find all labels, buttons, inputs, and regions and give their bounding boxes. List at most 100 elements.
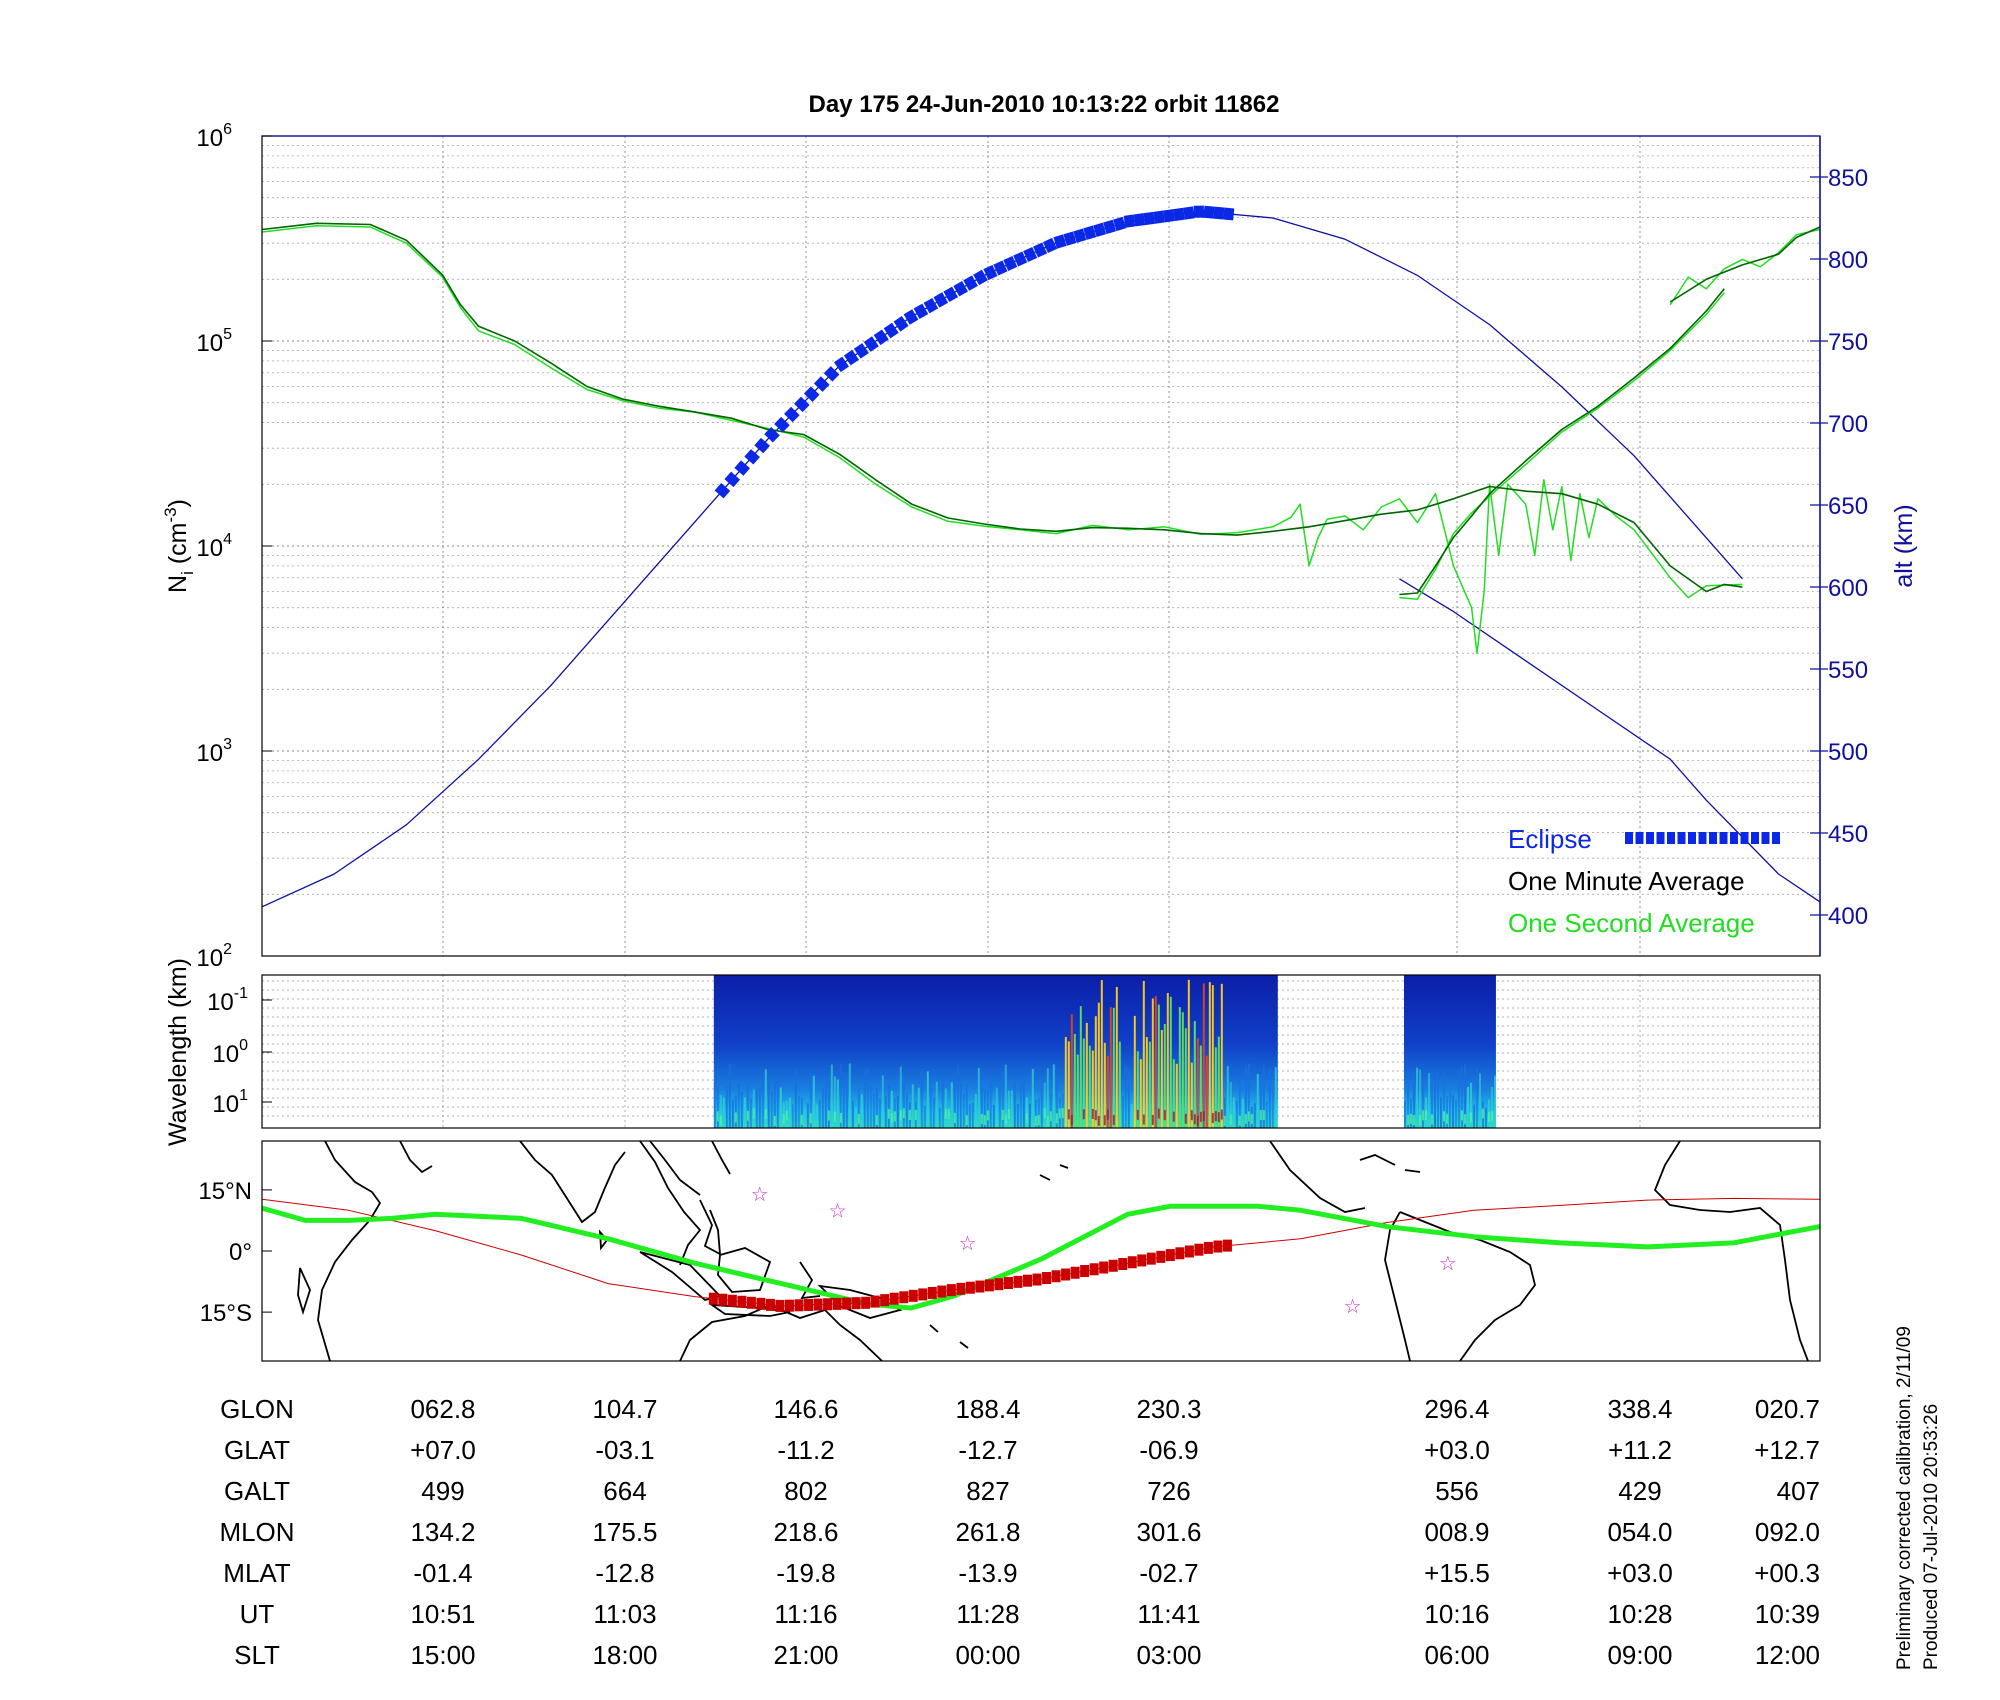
side-note-line2: Produced 07-Jul-2010 20:53:26 [1921,1404,1942,1670]
spec-column [746,1080,749,1128]
legend-eclipse-mark [1635,832,1644,844]
spec-column [1410,1098,1413,1128]
footprint-eclipse-mark [908,1289,918,1302]
table-row-label: MLAT [223,1558,291,1588]
eclipse-mark [883,322,899,339]
spec-low-band [875,1115,878,1126]
spec-column [1434,1073,1437,1128]
spec-low-band [1184,1113,1187,1124]
spec-column [743,1097,746,1128]
spec-low-band [1464,1114,1467,1125]
spec-column [1130,1104,1133,1128]
footprint-eclipse-mark [899,1291,909,1304]
spec-column [734,1095,737,1128]
spec-column [872,1093,875,1128]
spectrogram-data [713,975,1497,1128]
table-cell: 10:39 [1755,1599,1820,1629]
spec-column [1193,1021,1196,1128]
table-cell: 146.6 [773,1394,838,1424]
coast-arabia [399,1141,433,1174]
spec-low-band [1413,1115,1416,1126]
one-minute-line [1399,288,1725,596]
table-cell: 12:00 [1755,1640,1820,1670]
legend-one-minute-label: One Minute Average [1508,866,1745,896]
y-tick-label: 106 [196,121,232,152]
eclipse-mark [1213,206,1225,220]
spec-column [842,1072,845,1128]
table-row-label: MLON [219,1517,294,1547]
table-cell: 062.8 [410,1394,475,1424]
footprint-eclipse-mark [870,1295,880,1308]
table-cell: 10:16 [1424,1599,1489,1629]
spec-column [1494,1075,1497,1128]
footprint-eclipse-mark [937,1285,947,1298]
spec-low-band [782,1113,785,1124]
eclipse-mark [764,427,780,443]
y-tick-base: 10 [196,740,223,767]
spec-column [1082,1038,1085,1128]
spec-low-band [887,1108,890,1119]
spectrogram-y-label: Wavelength (km) [164,958,192,1146]
spec-column [1437,1070,1440,1128]
legend-eclipse-mark [1656,832,1665,844]
footprint-eclipse-mark [832,1297,842,1310]
spec-column [1265,1101,1268,1128]
footprint-eclipse-mark [889,1292,899,1305]
spec-column [1079,1006,1082,1128]
table-cell: +03.0 [1607,1558,1673,1588]
spec-column [1214,1047,1217,1128]
spec-column [1145,1037,1148,1128]
spec-low-band [1193,1114,1196,1125]
eclipse-mark [1133,213,1146,227]
table-cell: 054.0 [1607,1517,1672,1547]
spec-column [1271,1089,1274,1128]
spec-low-band [1482,1108,1485,1119]
footprint-eclipse-mark [1184,1245,1194,1258]
spec-column [1091,1050,1094,1128]
spec-column [1055,1077,1058,1128]
table-row-label: GLAT [224,1435,290,1465]
spec-column [1040,1086,1043,1128]
spec-low-band [1419,1114,1422,1125]
altitude-series [262,210,1820,908]
spec-column [923,1105,926,1128]
spec-column [1025,1097,1028,1128]
legend-eclipse-mark [1646,832,1654,844]
spec-low-band [1103,1115,1106,1126]
table-cell: 218.6 [773,1517,838,1547]
spec-column [1139,1059,1142,1128]
spec-column [1404,1101,1407,1128]
footprint-eclipse-mark [1023,1274,1033,1287]
spec-column [1446,1095,1449,1128]
spec-low-band [773,1115,776,1126]
footprint-eclipse-mark [975,1280,985,1293]
eclipse-mark [1143,211,1156,226]
eclipse-mark [803,386,820,402]
footprint-eclipse-mark [756,1297,766,1310]
table-cell: 21:00 [773,1640,838,1670]
eclipse-mark [1073,228,1087,243]
spec-low-band [827,1110,830,1121]
spec-column [794,1070,797,1128]
table-cell: +12.7 [1754,1435,1820,1465]
spec-low-band [1217,1112,1220,1123]
y-tick-label: 104 [196,531,232,562]
eclipse-mark [1123,214,1136,228]
legend-eclipse-mark [1709,832,1717,844]
footprint-eclipse-mark [765,1298,775,1311]
spec-low-band [1202,1111,1205,1122]
spec-column [1127,1068,1130,1128]
spec-low-band [752,1108,755,1119]
footprint-eclipse-mark [1165,1249,1175,1262]
spec-column [1022,1079,1025,1128]
spec-low-band [1443,1111,1446,1122]
station-star-icon: ☆ [1344,1296,1362,1318]
legend-eclipse-mark [1698,832,1707,844]
spec-column [971,1102,974,1128]
spec-column [800,1097,803,1128]
spec-low-band [1220,1109,1223,1120]
spec-column [1211,985,1214,1128]
y-tick-exponent: 3 [223,736,232,753]
y2-tick-label: 650 [1828,493,1868,520]
spec-column [1223,1097,1226,1128]
